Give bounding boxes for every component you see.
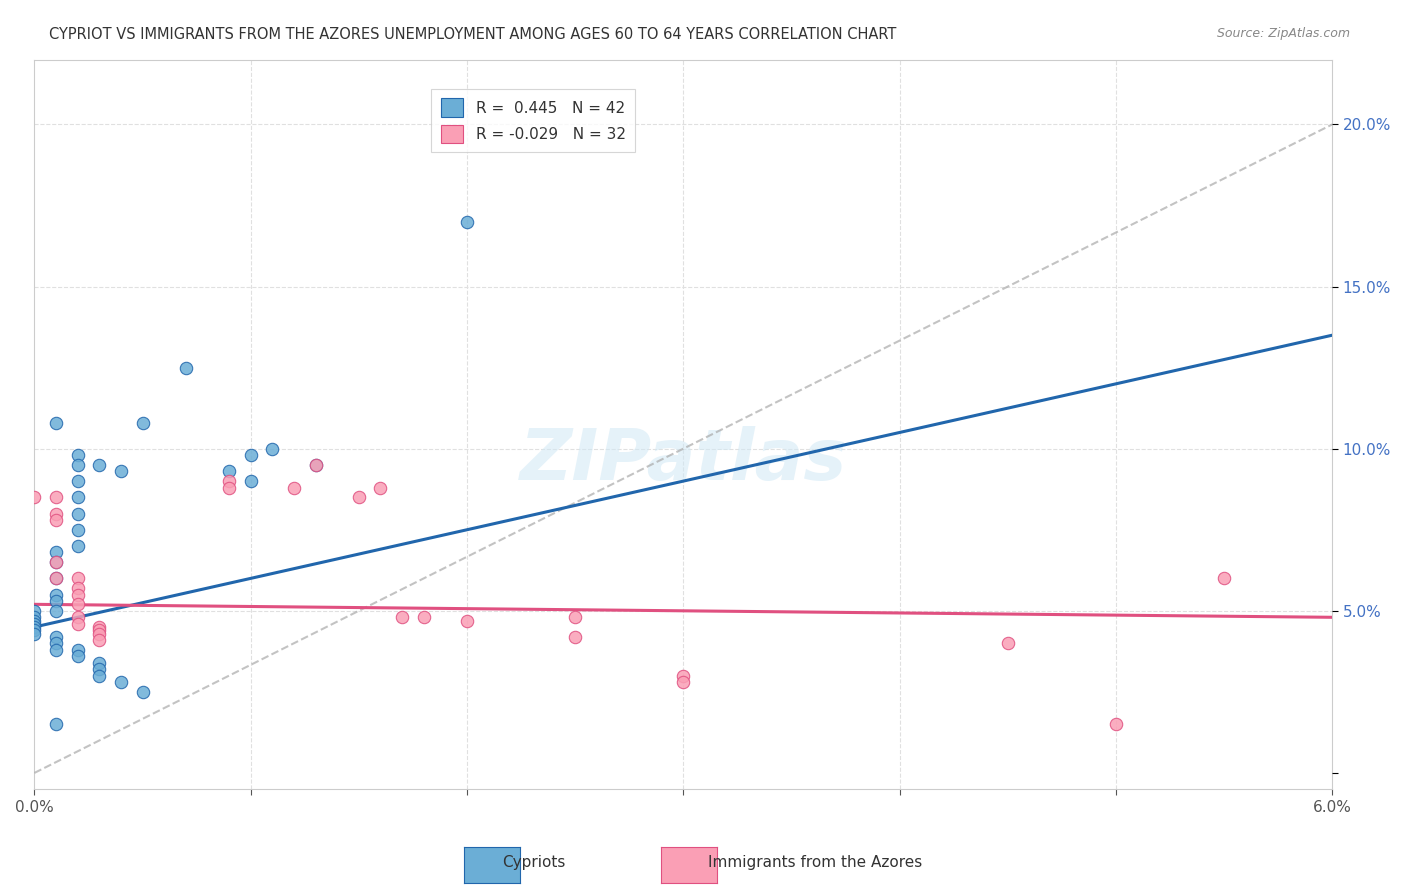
Point (110, 675, 132, 690)
Point (66, 507, 89, 521)
Point (564, 630, 586, 644)
Point (45, 416, 67, 430)
Point (45, 588, 67, 602)
Text: Immigrants from the Azores: Immigrants from the Azores (709, 855, 922, 870)
Point (997, 636, 1019, 650)
Point (131, 685, 153, 699)
Point (22, 614, 45, 628)
Point (22, 610, 45, 624)
Text: CYPRIOT VS IMMIGRANTS FROM THE AZORES UNEMPLOYMENT AMONG AGES 60 TO 64 YEARS COR: CYPRIOT VS IMMIGRANTS FROM THE AZORES UN… (49, 27, 897, 42)
Point (89, 656, 111, 670)
Point (66, 597, 89, 611)
Point (89, 624, 111, 638)
Point (66, 474, 89, 488)
Text: ZIPatlas: ZIPatlas (520, 426, 846, 495)
Point (22, 491, 45, 505)
Point (66, 571, 89, 585)
Point (45, 555, 67, 569)
Point (218, 481, 240, 495)
Point (239, 474, 262, 488)
Point (110, 464, 132, 478)
Point (89, 662, 111, 676)
Point (66, 649, 89, 664)
Point (45, 594, 67, 608)
Point (45, 571, 67, 585)
Point (45, 717, 67, 731)
Point (1105, 717, 1128, 731)
Point (45, 571, 67, 585)
Point (412, 610, 434, 624)
Point (672, 675, 695, 690)
Point (672, 668, 695, 682)
Point (45, 630, 67, 644)
Point (45, 491, 67, 505)
Point (456, 215, 478, 229)
Point (131, 416, 153, 430)
Point (66, 539, 89, 553)
Point (45, 507, 67, 521)
Point (456, 614, 478, 628)
Point (283, 481, 305, 495)
Point (45, 555, 67, 569)
Point (66, 588, 89, 602)
Point (218, 474, 240, 488)
Point (89, 620, 111, 634)
Point (262, 442, 284, 456)
Text: Cypriots: Cypriots (502, 855, 567, 870)
Point (22, 604, 45, 618)
Point (304, 458, 326, 472)
Point (45, 513, 67, 527)
Point (1213, 571, 1236, 585)
Text: Source: ZipAtlas.com: Source: ZipAtlas.com (1216, 27, 1350, 40)
Legend: R =  0.445   N = 42, R = -0.029   N = 32: R = 0.445 N = 42, R = -0.029 N = 32 (432, 89, 636, 153)
Point (66, 642, 89, 657)
Point (45, 545, 67, 559)
Point (89, 632, 111, 647)
Point (66, 523, 89, 537)
Point (45, 642, 67, 657)
Point (66, 581, 89, 595)
Point (22, 620, 45, 634)
Point (22, 624, 45, 638)
Point (391, 610, 413, 624)
Point (89, 458, 111, 472)
Point (66, 448, 89, 462)
Point (239, 448, 262, 462)
Point (89, 626, 111, 640)
Point (45, 636, 67, 650)
Point (218, 464, 240, 478)
Point (174, 360, 197, 375)
Point (66, 610, 89, 624)
Point (370, 481, 392, 495)
Point (89, 668, 111, 682)
Point (304, 458, 326, 472)
Point (45, 604, 67, 618)
Point (66, 491, 89, 505)
Point (22, 616, 45, 631)
Point (22, 626, 45, 640)
Point (66, 616, 89, 631)
Point (347, 491, 370, 505)
Point (66, 458, 89, 472)
Point (564, 610, 586, 624)
